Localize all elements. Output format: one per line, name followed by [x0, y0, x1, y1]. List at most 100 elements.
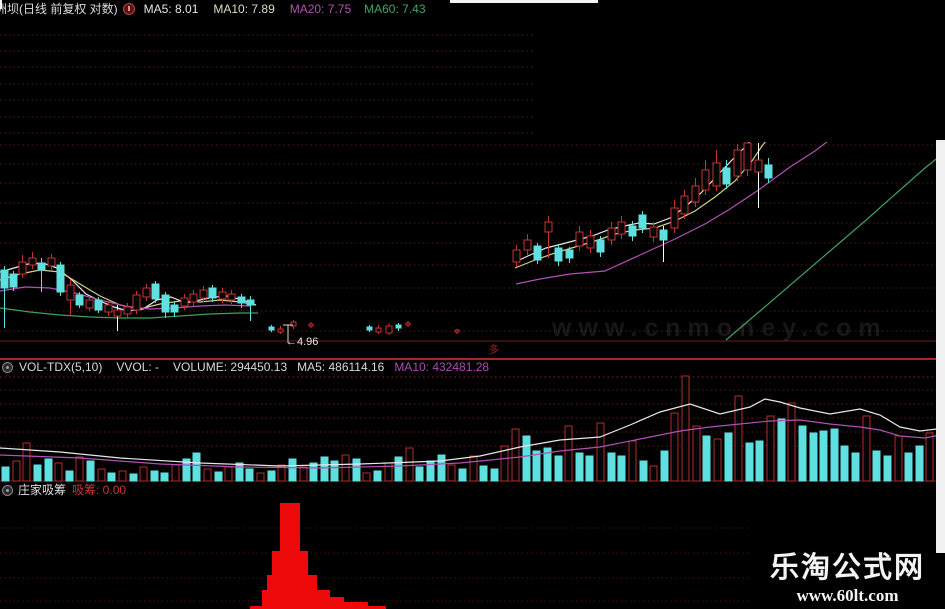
accumulation-value: 吸筹: 0.00	[72, 483, 127, 497]
volume-bar	[851, 452, 860, 482]
volume-bar	[12, 460, 21, 482]
volume-bar	[330, 460, 339, 482]
candle-body	[28, 257, 37, 266]
candle-body	[617, 221, 626, 235]
candle-body	[764, 164, 773, 179]
candle-body	[395, 324, 402, 329]
volume-bar	[352, 458, 361, 482]
candle-body	[454, 329, 460, 333]
candle-body	[37, 262, 46, 271]
ma-line	[0, 307, 258, 319]
volume-bar	[267, 470, 276, 482]
buy-signal-glyph: 多	[489, 345, 499, 356]
volume-bar	[883, 455, 892, 482]
candle-body	[170, 304, 179, 313]
candle-body	[586, 235, 595, 249]
top-edge-strip	[450, 0, 598, 3]
volume-bar	[97, 468, 106, 482]
volume-bar	[362, 472, 371, 482]
candle-body	[701, 169, 710, 191]
volume-bar	[660, 450, 669, 482]
candle-body	[113, 309, 122, 317]
main-chart-header: 洲坝(日线 前复权 对数) MA5: 8.01 MA10: 7.89 MA20:…	[0, 1, 426, 16]
volume-bar	[809, 432, 818, 482]
candle-body	[151, 283, 160, 300]
candle-body	[366, 326, 373, 331]
candle-body	[523, 239, 532, 251]
volume-bar	[819, 430, 828, 482]
candle-body	[743, 142, 752, 171]
candle-body	[670, 207, 679, 229]
volume-bar	[150, 470, 159, 482]
volume-bar	[798, 425, 807, 482]
volume-bar	[904, 452, 913, 482]
volume-bar	[86, 460, 95, 482]
ma10-label: MA10: 7.89	[213, 1, 275, 16]
volume-bar	[245, 468, 254, 482]
volume-bar	[129, 473, 138, 482]
candle-body	[754, 159, 763, 173]
site-watermark: 乐淘公式网 www.60lt.com	[750, 520, 945, 609]
candle-body	[9, 273, 18, 288]
clock-icon[interactable]	[122, 2, 135, 15]
volume-bar	[596, 422, 605, 482]
volume-bar	[585, 455, 594, 482]
volume-bar	[575, 452, 584, 482]
candle-body	[308, 323, 314, 327]
background-watermark: www.cnmoney.com	[552, 314, 888, 342]
candle-body	[132, 294, 141, 311]
volume-bar	[787, 402, 796, 482]
volume-bar	[1, 466, 10, 482]
volume-bar	[437, 454, 446, 482]
volume-value-label: VOLUME: 294450.13	[173, 360, 288, 374]
volume-bar	[256, 472, 265, 482]
volume-bar	[522, 435, 531, 482]
volume-bar	[713, 438, 722, 482]
candle-body	[575, 231, 584, 247]
candle-body	[56, 264, 65, 293]
volume-bar	[543, 447, 552, 482]
site-watermark-name: 乐淘公式网	[769, 552, 925, 584]
volume-bar	[277, 464, 286, 482]
volume-bar	[490, 468, 499, 482]
volume-bar	[554, 455, 563, 482]
volume-bar	[766, 415, 775, 482]
volume-bar	[702, 435, 711, 482]
vvol-label: VVOL: -	[116, 360, 160, 374]
ma5-label: MA5: 8.01	[143, 1, 199, 16]
volume-bar	[755, 440, 764, 482]
candle-body	[659, 229, 668, 241]
candle-body	[638, 214, 647, 229]
volume-pane-header: VOL-TDX(5,10) VVOL: - VOLUME: 294450.13 …	[0, 360, 489, 374]
volume-bar	[745, 442, 754, 482]
indicator-anchor-icon[interactable]	[2, 361, 13, 373]
ma-line	[515, 140, 829, 285]
volume-bar	[458, 468, 467, 482]
vol-ma5-label: MA5: 486114.16	[297, 360, 385, 374]
volume-bar	[915, 445, 924, 482]
candle-body	[722, 167, 731, 185]
volume-bar	[44, 458, 53, 482]
volume-bar	[925, 432, 934, 482]
ma-line	[0, 398, 945, 467]
candle-body	[680, 195, 689, 215]
volume-bar	[415, 466, 424, 482]
volume-bar	[405, 447, 414, 482]
volume-bar	[692, 425, 701, 482]
volume-bar	[681, 375, 690, 482]
volume-bar	[564, 425, 573, 482]
volume-bar	[840, 445, 849, 482]
candle-body	[512, 249, 521, 263]
candle-body	[104, 304, 113, 313]
candle-body	[85, 299, 94, 309]
stock-title: 洲坝(日线 前复权 对数)	[0, 1, 118, 16]
volume-bar	[224, 466, 233, 482]
corner-edge-strip	[0, 0, 2, 9]
volume-bar	[872, 450, 881, 482]
site-watermark-url: www.60lt.com	[796, 586, 899, 605]
candle-body	[123, 306, 132, 315]
indicator-anchor-icon[interactable]	[2, 484, 13, 496]
candle-body	[18, 261, 27, 275]
